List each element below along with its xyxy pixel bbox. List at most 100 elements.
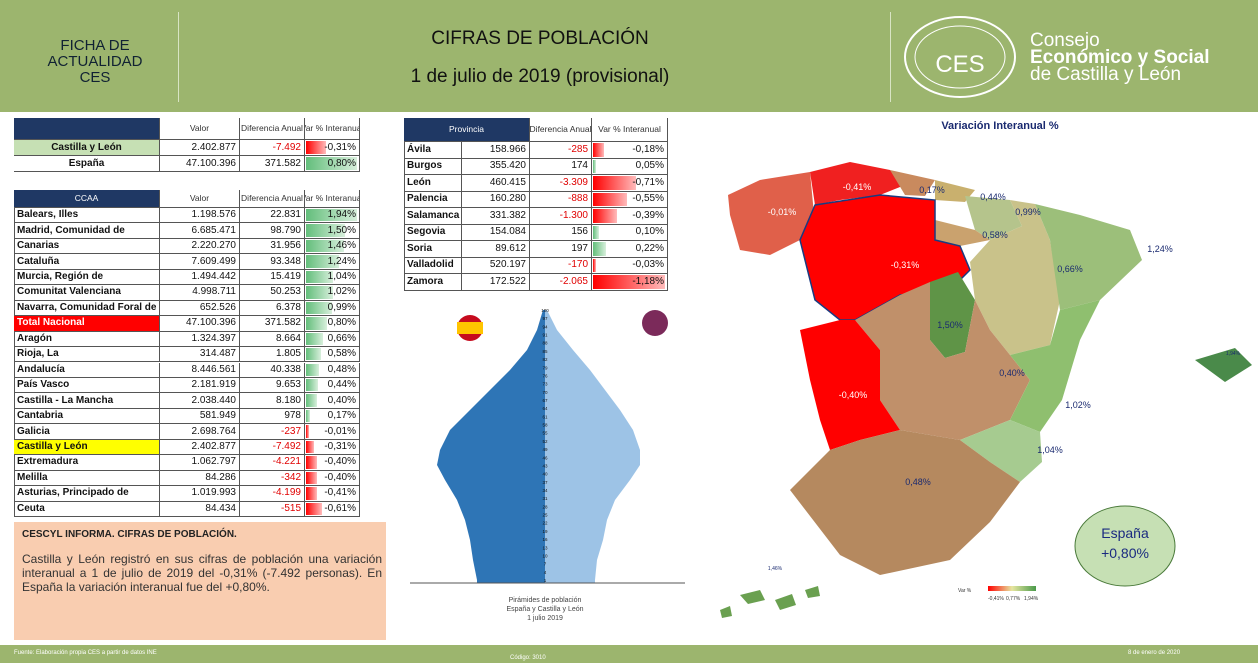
cell: 156 [530,224,592,241]
cell: 0,48% [305,362,360,378]
region-label: 0,99% [1015,207,1041,217]
cell: Extremadura [14,455,160,471]
region-label: -0,01% [768,207,797,217]
age-label: 31 [542,496,548,501]
age-label: 100 [541,308,549,313]
cell: 6.685.471 [160,223,240,239]
region [890,170,935,196]
region [930,272,975,358]
header-cell: Diferencia Anual [240,118,305,140]
region [740,590,765,604]
cell: 1,46% [305,238,360,255]
cell: 8.446.561 [160,362,240,378]
cell: León [404,175,462,192]
region-label: 1,02% [1065,400,1091,410]
age-label: 19 [542,529,548,534]
var-text: 0,44% [327,379,356,391]
cell: 2.402.877 [160,439,240,456]
cell: 22.831 [240,208,305,224]
cell: -2.065 [530,274,592,291]
subtitle: 1 de julio de 2019 (provisional) [410,66,670,87]
cell: Valladolid [404,257,462,274]
var-bar [306,317,328,330]
cell: -7.492 [240,140,305,156]
cell: 0,22% [592,241,668,258]
var-text: -0,18% [632,143,664,155]
var-bar [306,440,315,454]
info-text: Castilla y León registró en sus cifras d… [22,552,382,594]
age-label: 25 [542,513,548,518]
line: CES [79,69,111,86]
cell: -0,40% [305,470,360,487]
cell: -0,55% [592,191,668,208]
spain-box-title: España [1101,525,1149,541]
cell: Asturias, Principado de [14,486,160,502]
var-bar [306,456,317,469]
var-text: 1,24% [327,255,356,267]
var-text: -0,31% [324,141,356,153]
cell: 371.582 [240,316,305,332]
cell: 160.280 [462,191,530,208]
pyramid: Pirámides de población España y Castilla… [410,308,685,622]
age-label: 46 [542,455,548,460]
cell: Andalucía [14,362,160,378]
var-bar [306,502,323,515]
var-text: -0,01% [324,425,356,437]
var-text: 0,80% [327,157,356,169]
cell: 581.949 [160,408,240,425]
var-text: 0,66% [327,332,356,344]
var-bar [593,209,617,223]
cell: 40.338 [240,362,305,378]
var-text: 0,10% [635,226,664,238]
var-text: 0,99% [327,301,356,313]
cell: Salamanca [404,208,462,225]
info-title: CESCYL INFORMA. CIFRAS DE POBLACIÓN. [22,529,237,540]
legend-label: 1,94% [1024,596,1039,602]
cell: -0,61% [305,501,360,517]
legend-label: 0,77% [1006,596,1021,602]
age-label: 37 [542,480,548,485]
var-text: -0,31% [324,440,356,452]
age-label: 67 [542,398,548,403]
age-label: 7 [544,562,547,567]
cell: 47.100.396 [160,316,240,332]
left-title: FICHA DE ACTUALIDAD CES [40,38,150,86]
cell: 93.348 [240,254,305,270]
cell: 0,99% [305,300,360,317]
cell: 8.180 [240,393,305,409]
region-label: 0,17% [919,185,945,195]
var-text: 1,46% [327,240,356,252]
cell: 1,50% [305,223,360,239]
age-label: 10 [542,553,548,558]
var-text: 0,40% [327,394,356,406]
region [775,594,796,610]
var-bar [593,242,607,256]
cell: -888 [530,191,592,208]
cell: Rioja, La [14,347,160,363]
cell: 1.198.576 [160,208,240,224]
cell: Castilla y León [14,140,160,156]
cell: 8.664 [240,331,305,348]
cell: Comunitat Valenciana [14,285,160,301]
cell: 0,40% [305,393,360,409]
cell: -7.492 [240,439,305,456]
cell: Melilla [14,470,160,487]
cell: 0,17% [305,408,360,425]
cell: 0,44% [305,377,360,394]
region [1035,204,1142,310]
pyramid-spain [437,310,545,583]
header-cell: Valor [160,190,240,208]
cell: 314.487 [160,347,240,363]
cell: 0,66% [305,331,360,348]
header-cell: Provincia [404,118,530,142]
var-bar [593,143,604,157]
var-bar [306,209,357,222]
pyramid-cyl [545,310,640,583]
cell: 1.019.993 [160,486,240,502]
caption: 1 julio 2019 [527,615,563,622]
cell: País Vasco [14,377,160,394]
var-text: -0,41% [324,487,356,499]
region [800,320,900,450]
regions [720,162,1252,618]
var-bar [593,192,627,206]
